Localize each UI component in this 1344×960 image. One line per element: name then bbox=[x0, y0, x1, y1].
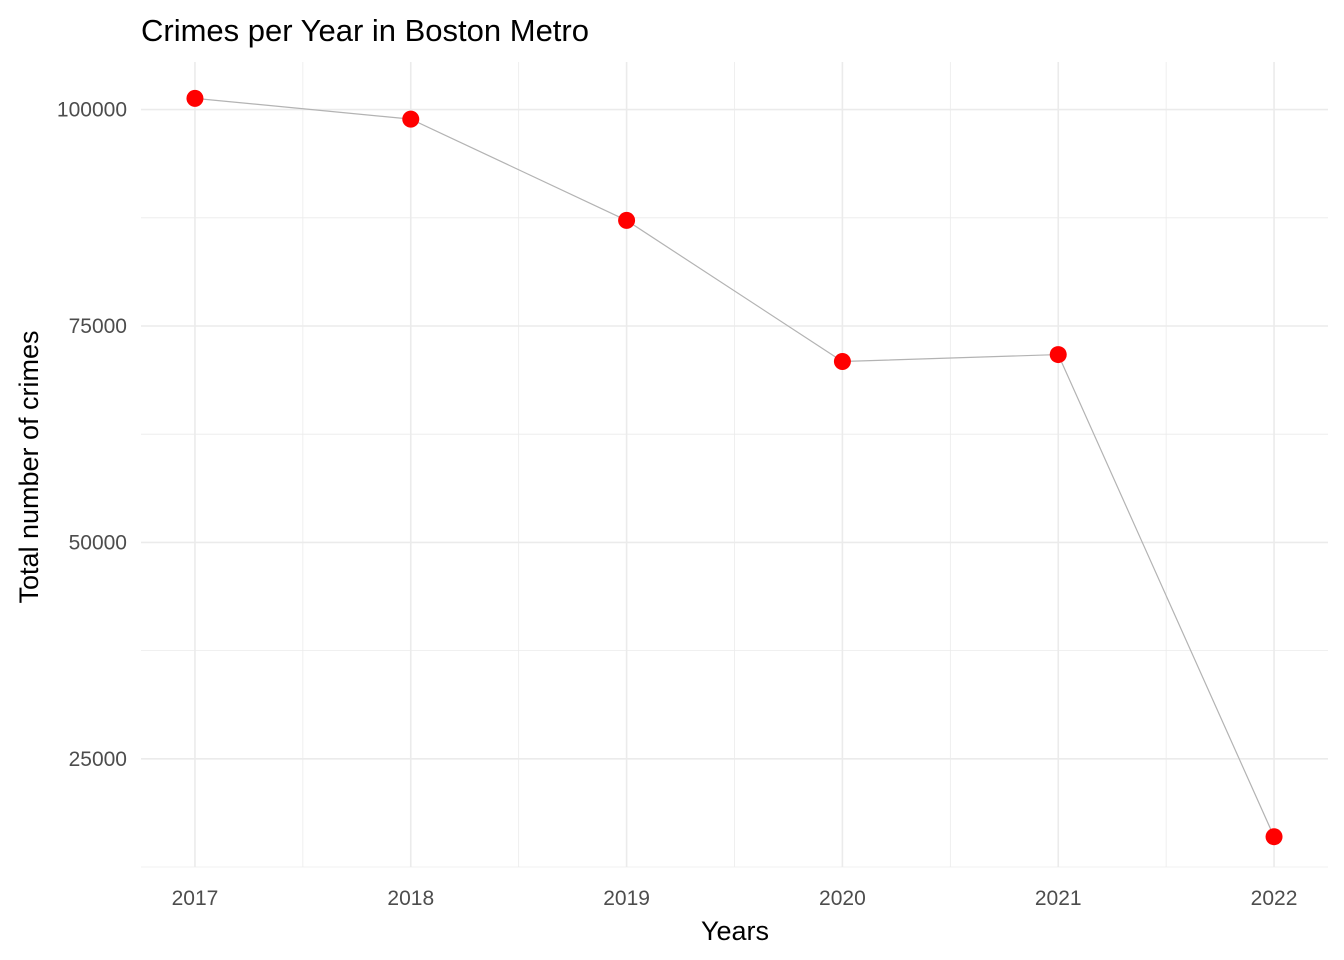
x-tick-label: 2017 bbox=[172, 887, 219, 910]
x-axis-title: Years bbox=[701, 916, 769, 946]
y-tick-label: 75000 bbox=[69, 315, 127, 338]
data-point bbox=[186, 89, 204, 107]
data-point bbox=[1265, 828, 1283, 846]
x-tick-label: 2022 bbox=[1251, 887, 1298, 910]
y-tick-label: 100000 bbox=[57, 99, 127, 122]
data-point bbox=[833, 352, 851, 370]
x-tick-label: 2020 bbox=[819, 887, 866, 910]
data-point bbox=[1049, 346, 1067, 364]
y-axis-ticks: 25000 50000 75000 100000 bbox=[57, 99, 127, 771]
y-axis-title: Total number of crimes bbox=[14, 330, 44, 603]
series-group bbox=[194, 97, 1275, 837]
major-gridlines bbox=[141, 62, 1328, 867]
y-tick-label: 50000 bbox=[69, 531, 127, 554]
x-axis-ticks: 2017 2018 2019 2020 2021 2022 bbox=[172, 887, 1298, 910]
x-tick-label: 2018 bbox=[387, 887, 434, 910]
x-tick-label: 2019 bbox=[603, 887, 650, 910]
data-point bbox=[402, 110, 420, 128]
x-tick-label: 2021 bbox=[1035, 887, 1082, 910]
points-group bbox=[186, 89, 1283, 846]
y-tick-label: 25000 bbox=[69, 748, 127, 771]
minor-gridlines bbox=[141, 62, 1328, 868]
series-line bbox=[194, 97, 1275, 837]
chart-title: Crimes per Year in Boston Metro bbox=[141, 13, 589, 48]
data-point bbox=[618, 211, 636, 229]
